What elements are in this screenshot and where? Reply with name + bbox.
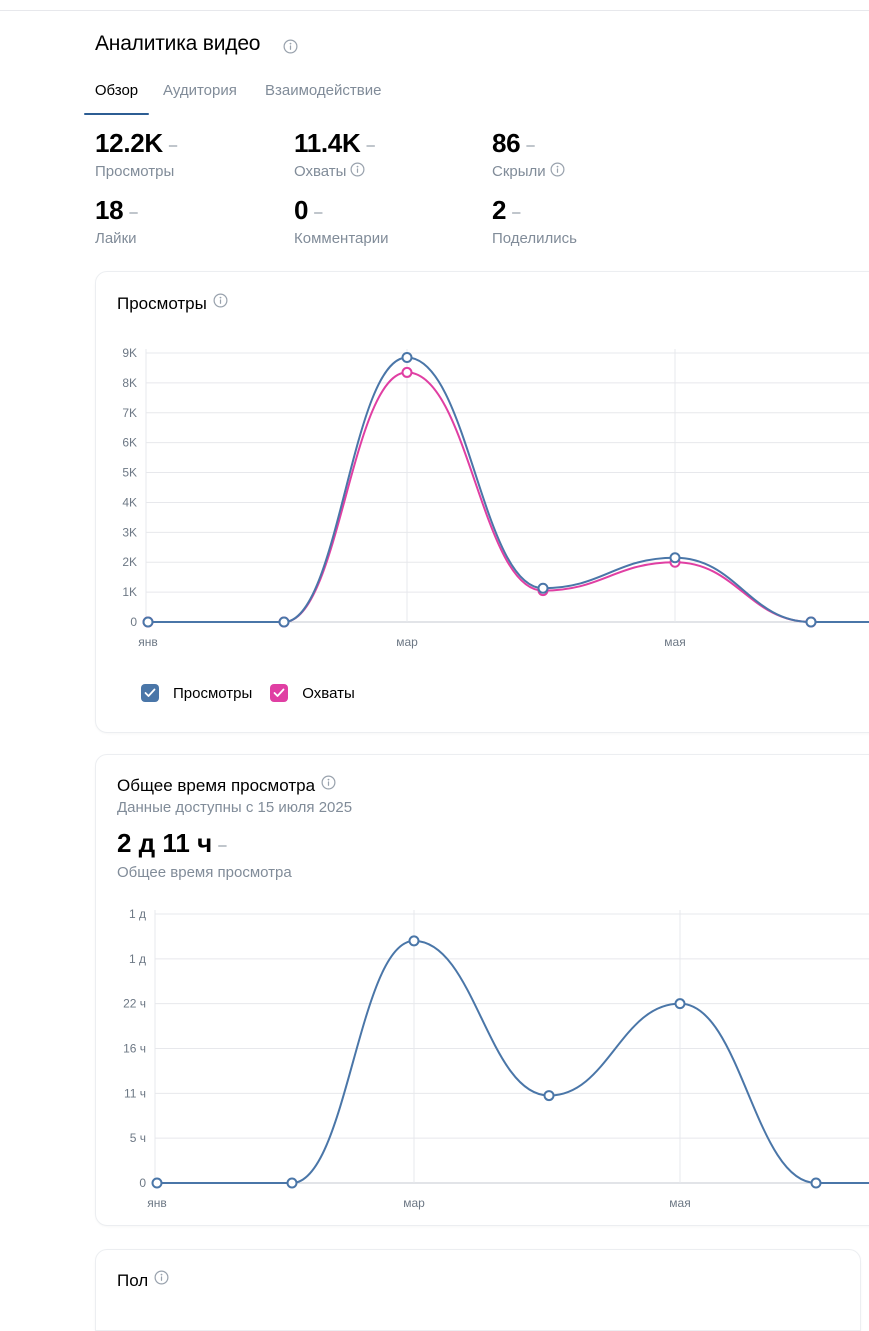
stat-value: 0: [294, 195, 309, 225]
stat-views: 12.2K – Просмотры: [95, 128, 177, 180]
stat-reach: 11.4K – Охваты: [294, 128, 375, 181]
x-tick-label: янв: [138, 635, 158, 649]
data-point: [669, 552, 681, 564]
info-icon[interactable]: [321, 775, 336, 795]
info-icon[interactable]: [154, 1270, 169, 1290]
stat-value: 12.2K: [95, 128, 163, 158]
stat-label: Просмотры: [95, 163, 175, 180]
stat-label: Скрыли: [492, 163, 546, 180]
page-title: Аналитика видео: [95, 32, 261, 55]
tab-overview[interactable]: Обзор: [94, 82, 139, 99]
gender-card: Пол: [95, 1249, 861, 1331]
y-tick-label: 1K: [122, 585, 137, 599]
tab-engagement[interactable]: Взаимодействие: [265, 82, 382, 99]
total-watch-time: 2 д 11 ч: [117, 828, 213, 858]
stat-change: –: [512, 203, 521, 221]
total-watch-time-label: Общее время просмотра: [117, 864, 292, 881]
series-line: [148, 356, 869, 624]
card-title: Просмотры: [117, 294, 207, 313]
stat-value: 11.4K: [294, 128, 361, 158]
series-line: [148, 371, 869, 624]
card-title: Пол: [117, 1271, 149, 1290]
data-point: [401, 351, 413, 363]
top-divider: [0, 10, 869, 11]
stat-value: 18: [95, 195, 124, 225]
stat-label: Поделились: [492, 230, 577, 247]
stat-comments: 0– Комментарии: [294, 195, 388, 247]
stat-change: –: [168, 136, 177, 154]
info-icon[interactable]: [350, 162, 365, 181]
x-tick-label: мая: [664, 635, 685, 649]
stat-value: 2: [492, 195, 507, 225]
stat-change: –: [314, 203, 323, 221]
stat-likes: 18– Лайки: [95, 195, 138, 247]
info-icon[interactable]: [213, 293, 228, 313]
stat-label: Комментарии: [294, 230, 389, 247]
checkbox-icon[interactable]: [270, 684, 289, 702]
x-tick-label: мар: [396, 635, 418, 649]
legend-label: Охваты: [302, 684, 355, 702]
y-tick-label: 4K: [122, 495, 137, 509]
stat-hidden: 86– Скрыли: [492, 128, 565, 181]
y-tick-label: 7K: [122, 406, 137, 420]
data-point: [278, 616, 290, 628]
data-point: [805, 616, 817, 628]
chart-legend: Просмотры Охваты: [141, 684, 373, 702]
stat-change: –: [366, 136, 375, 154]
data-point: [537, 582, 549, 594]
y-tick-label: 0: [130, 615, 137, 629]
watch-time-card: Общее время просмотра Данные доступны с …: [95, 754, 869, 1226]
checkbox-icon[interactable]: [141, 684, 159, 702]
card-subtitle: Данные доступны с 15 июля 2025: [117, 799, 353, 816]
data-point: [142, 616, 154, 628]
stat-shares: 2– Поделились: [492, 195, 577, 247]
active-tab-indicator: [84, 113, 149, 115]
legend-item-reach[interactable]: Охваты: [270, 684, 355, 702]
stat-change: –: [129, 203, 138, 221]
data-point: [401, 366, 413, 378]
y-tick-label: 2K: [122, 555, 137, 569]
y-tick-label: 8K: [122, 376, 137, 390]
views-line-chart: 0 1K 2K 3K 4K 5K 6K 7K 8K 9K янв мар мая: [122, 346, 869, 649]
y-tick-label: 5K: [122, 466, 137, 480]
y-tick-label: 6K: [122, 436, 137, 450]
stat-change: –: [218, 836, 227, 854]
stat-label: Лайки: [95, 230, 137, 247]
info-icon[interactable]: [283, 39, 298, 59]
card-title: Общее время просмотра: [117, 776, 316, 795]
stat-value: 86: [492, 128, 521, 158]
y-tick-label: 9K: [122, 346, 137, 360]
stat-label: Охваты: [294, 163, 347, 180]
legend-label: Просмотры: [173, 684, 253, 702]
legend-item-views[interactable]: Просмотры: [141, 684, 252, 702]
info-icon[interactable]: [550, 162, 565, 181]
stat-change: –: [526, 136, 535, 154]
tab-audience[interactable]: Аудитория: [163, 82, 237, 99]
y-tick-label: 3K: [122, 525, 137, 539]
